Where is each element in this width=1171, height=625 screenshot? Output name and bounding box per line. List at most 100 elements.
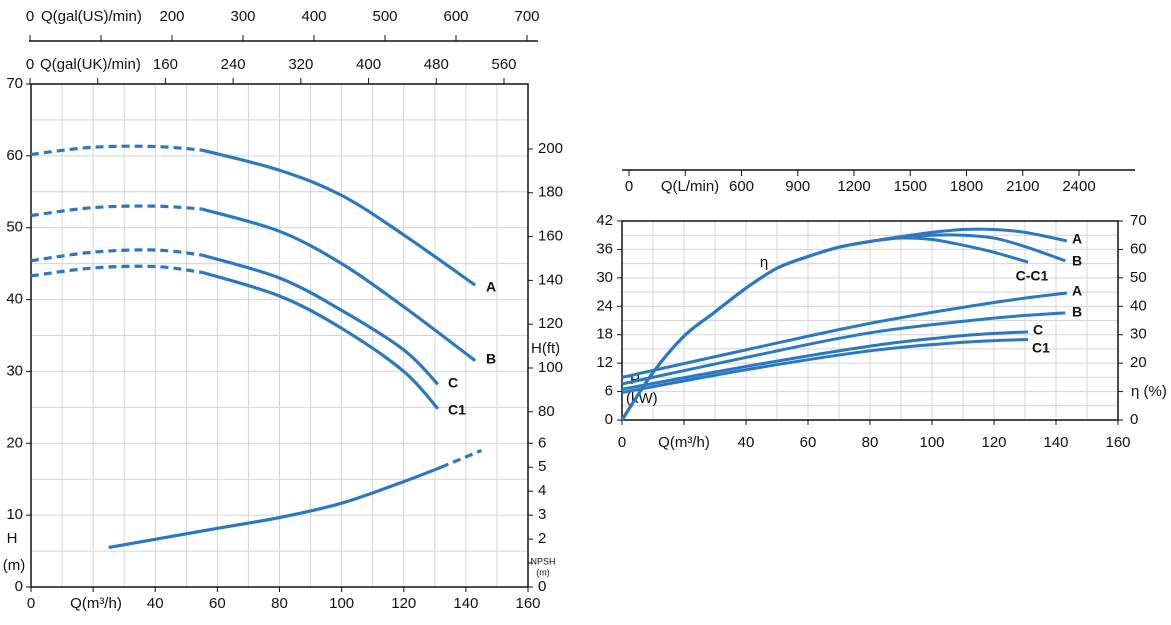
uk-gpm-tick-label: 400 — [356, 56, 381, 73]
x-tick-label: 80 — [862, 434, 879, 451]
p-tick-label: 6 — [605, 383, 613, 400]
p-tick-label: 36 — [596, 240, 613, 257]
x-tick-label: 140 — [1043, 434, 1068, 451]
lmin-tick-label: 2400 — [1062, 178, 1095, 195]
y-tick-label: 40 — [6, 291, 23, 308]
x-tick-label: 60 — [209, 595, 226, 612]
power-label-c1: C1 — [1032, 340, 1050, 356]
eta-symbol-label: η — [760, 254, 768, 271]
curve-c-solid — [201, 253, 440, 386]
curve-a-dashed — [30, 144, 202, 157]
eta-tick-label: 50 — [1130, 269, 1147, 286]
power-label-b: B — [1072, 304, 1082, 320]
npsh-tick-label: 3 — [538, 506, 546, 523]
x-tick-label: 60 — [800, 434, 817, 451]
curve-c1-solid — [201, 270, 440, 410]
efficiency-curve-c-c1 — [620, 236, 1029, 421]
power-curve-c — [621, 330, 1029, 391]
uk-gpm-axis-label: Q(gal(UK)/min) — [40, 56, 141, 73]
y2-axis-label: H(ft) — [531, 340, 560, 357]
eta-tick-label: 40 — [1130, 297, 1147, 314]
x-tick-label: 80 — [271, 595, 288, 612]
uk-gpm-tick-label: 240 — [221, 56, 246, 73]
power-label-a: A — [1072, 283, 1082, 299]
npsh-axis-label: NPSH — [530, 556, 555, 566]
us-gpm-tick-label: 400 — [301, 8, 326, 25]
uk-gpm-tick-label: 0 — [26, 56, 34, 73]
curve-b-dashed — [30, 204, 202, 218]
npsh-tick-label: 0 — [538, 578, 546, 595]
npsh-tick-label: 2 — [538, 530, 546, 547]
curve-label-c1: C1 — [448, 402, 466, 418]
y-tick-label: 10 — [6, 506, 23, 523]
x-axis-label: Q(m³/h) — [70, 595, 122, 612]
efficiency-label-b: B — [1072, 253, 1082, 269]
p-tick-label: 42 — [596, 212, 613, 229]
us-gpm-tick-label: 0 — [26, 8, 34, 25]
power-curve-c1 — [621, 337, 1029, 394]
power-label-c: C — [1033, 322, 1043, 338]
y-tick-label: 0 — [15, 578, 23, 595]
us-gpm-tick-label: 700 — [514, 8, 539, 25]
efficiency-label-a: A — [1072, 231, 1082, 247]
ft-tick-label: 160 — [538, 228, 563, 245]
ft-tick-label: 80 — [538, 403, 555, 420]
curve-label-c: C — [448, 375, 458, 391]
p-tick-label: 0 — [605, 411, 613, 428]
curve-c1-dashed — [30, 264, 203, 278]
uk-gpm-tick-label: 560 — [491, 56, 516, 73]
lmin-tick-label: 2100 — [1006, 178, 1039, 195]
x-tick-label: 40 — [738, 434, 755, 451]
us-gpm-tick-label: 200 — [159, 8, 184, 25]
x-tick-label: 40 — [147, 595, 164, 612]
lmin-axis-label: Q(L/min) — [661, 178, 719, 195]
eta-axis-label: η (%) — [1131, 383, 1167, 400]
curve-b-solid — [201, 207, 477, 362]
npsh-tick-label: 6 — [538, 434, 546, 451]
x-tick-label: 140 — [453, 595, 478, 612]
eta-tick-label: 20 — [1130, 354, 1147, 371]
us-gpm-tick-label: 300 — [230, 8, 255, 25]
y-tick-label: 60 — [6, 147, 23, 164]
curve-npsh-dashed — [440, 448, 483, 469]
p-tick-label: 24 — [596, 297, 613, 314]
npsh-axis-unit: (m) — [536, 567, 550, 577]
eta-tick-label: 70 — [1130, 212, 1147, 229]
us-gpm-tick-label: 500 — [372, 8, 397, 25]
efficiency-label-c-c1: C-C1 — [1016, 268, 1049, 284]
us-gpm-axis-label: Q(gal(US)/min) — [41, 8, 142, 25]
ft-tick-label: 200 — [538, 140, 563, 157]
curve-c-dashed — [30, 248, 203, 263]
x-tick-label: 160 — [515, 595, 540, 612]
lmin-tick-label: 1500 — [894, 178, 927, 195]
x-tick-label: 160 — [1105, 434, 1130, 451]
x-tick-label: 0 — [27, 595, 35, 612]
power-curve-b — [621, 311, 1066, 386]
y-tick-label: 50 — [6, 219, 23, 236]
curve-label-b: B — [486, 351, 496, 367]
p-axis-label: P — [630, 371, 640, 388]
npsh-tick-label: 4 — [538, 482, 546, 499]
ft-tick-label: 140 — [538, 271, 563, 288]
p-tick-label: 12 — [596, 354, 613, 371]
eta-tick-label: 60 — [1130, 240, 1147, 257]
lmin-tick-label: 1800 — [950, 178, 983, 195]
y-axis-label-unit: (m) — [3, 557, 26, 574]
uk-gpm-tick-label: 160 — [153, 56, 178, 73]
lmin-tick-label: 0 — [625, 178, 633, 195]
y-axis-label-h: H — [7, 530, 18, 547]
curve-a-solid — [201, 148, 477, 287]
curve-npsh-solid — [108, 465, 442, 550]
eta-tick-label: 30 — [1130, 326, 1147, 343]
ft-tick-label: 180 — [538, 184, 563, 201]
y-tick-label: 30 — [6, 362, 23, 379]
ft-tick-label: 120 — [538, 315, 563, 332]
npsh-tick-label: 5 — [538, 458, 546, 475]
uk-gpm-tick-label: 480 — [424, 56, 449, 73]
us-gpm-tick-label: 600 — [443, 8, 468, 25]
lmin-tick-label: 600 — [729, 178, 754, 195]
y-tick-label: 70 — [6, 75, 23, 92]
x-tick-label: 100 — [919, 434, 944, 451]
uk-gpm-tick-label: 320 — [288, 56, 313, 73]
